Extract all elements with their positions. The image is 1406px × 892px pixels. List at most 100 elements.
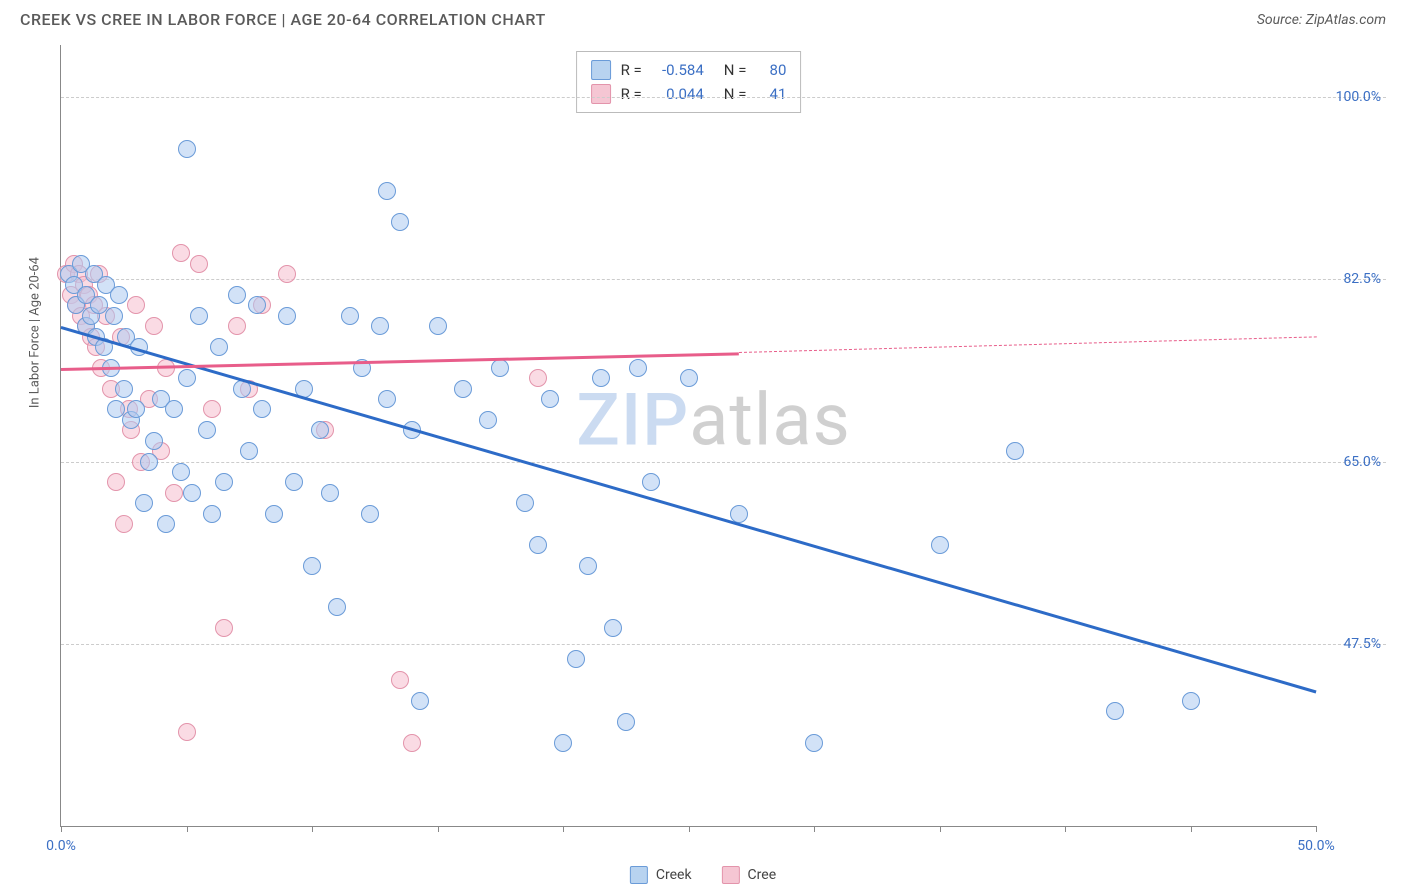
scatter-point — [604, 619, 622, 637]
x-tick — [438, 826, 439, 832]
scatter-point — [107, 473, 125, 491]
scatter-point — [411, 692, 429, 710]
scatter-point — [165, 484, 183, 502]
stats-n-label: N = — [724, 58, 747, 82]
scatter-point — [105, 307, 123, 325]
scatter-point — [391, 213, 409, 231]
scatter-point — [190, 307, 208, 325]
scatter-point — [361, 505, 379, 523]
scatter-point — [145, 317, 163, 335]
scatter-point — [253, 400, 271, 418]
scatter-point — [140, 453, 158, 471]
stats-n-value: 80 — [756, 58, 786, 82]
plot-area: ZIPatlas R =-0.584N =80R =0.044N =41 47.… — [60, 45, 1316, 827]
scatter-point — [321, 484, 339, 502]
scatter-point — [1182, 692, 1200, 710]
gridline-h — [61, 462, 1386, 463]
scatter-point — [278, 307, 296, 325]
stats-r-label: R = — [621, 58, 642, 82]
chart-container: In Labor Force | Age 20-64 ZIPatlas R =-… — [40, 45, 1386, 847]
x-tick — [187, 826, 188, 832]
scatter-point — [190, 255, 208, 273]
legend-item: Cree — [722, 866, 777, 884]
scatter-point — [479, 411, 497, 429]
scatter-point — [328, 598, 346, 616]
legend-swatch — [722, 866, 740, 884]
scatter-point — [529, 369, 547, 387]
legend-bottom: Creek Cree — [630, 866, 776, 884]
scatter-point — [642, 473, 660, 491]
gridline-h — [61, 97, 1386, 98]
scatter-point — [592, 369, 610, 387]
scatter-point — [311, 421, 329, 439]
scatter-point — [579, 557, 597, 575]
scatter-point — [127, 400, 145, 418]
gridline-h — [61, 644, 1386, 645]
chart-title: CREEK VS CREE IN LABOR FORCE | AGE 20-64… — [20, 10, 546, 29]
scatter-point — [1106, 702, 1124, 720]
scatter-point — [203, 400, 221, 418]
y-tick-label: 65.0% — [1343, 454, 1381, 470]
scatter-point — [403, 734, 421, 752]
scatter-point — [172, 463, 190, 481]
scatter-point — [554, 734, 572, 752]
scatter-point — [429, 317, 447, 335]
stats-swatch — [591, 84, 611, 104]
x-tick — [312, 826, 313, 832]
scatter-point — [115, 515, 133, 533]
scatter-point — [1006, 442, 1024, 460]
scatter-point — [183, 484, 201, 502]
scatter-point — [378, 390, 396, 408]
scatter-point — [203, 505, 221, 523]
legend-item: Creek — [630, 866, 692, 884]
scatter-point — [805, 734, 823, 752]
legend-label: Creek — [656, 867, 692, 883]
scatter-point — [135, 494, 153, 512]
scatter-point — [303, 557, 321, 575]
scatter-point — [529, 536, 547, 554]
scatter-point — [371, 317, 389, 335]
scatter-point — [248, 296, 266, 314]
scatter-point — [228, 286, 246, 304]
scatter-point — [680, 369, 698, 387]
stats-r-label: R = — [621, 82, 642, 106]
stats-row: R = -0.584 N = 80 — [591, 58, 787, 82]
scatter-point — [215, 619, 233, 637]
scatter-point — [115, 380, 133, 398]
scatter-point — [617, 713, 635, 731]
chart-header: CREEK VS CREE IN LABOR FORCE | AGE 20-64… — [0, 0, 1406, 34]
scatter-point — [454, 380, 472, 398]
scatter-point — [110, 286, 128, 304]
scatter-point — [491, 359, 509, 377]
x-tick-label: 0.0% — [46, 838, 76, 854]
x-tick — [689, 826, 690, 832]
watermark: ZIPatlas — [576, 377, 850, 462]
watermark-zip: ZIP — [576, 377, 689, 462]
scatter-point — [215, 473, 233, 491]
scatter-point — [541, 390, 559, 408]
scatter-point — [127, 296, 145, 314]
gridline-h — [61, 279, 1386, 280]
scatter-point — [378, 182, 396, 200]
scatter-point — [278, 265, 296, 283]
scatter-point — [567, 650, 585, 668]
x-tick — [814, 826, 815, 832]
legend-label: Cree — [748, 867, 777, 883]
scatter-point — [516, 494, 534, 512]
x-tick-label: 50.0% — [1297, 838, 1335, 854]
stats-box: R =-0.584N =80R =0.044N =41 — [576, 51, 802, 113]
x-tick — [1065, 826, 1066, 832]
scatter-point — [157, 515, 175, 533]
scatter-point — [210, 338, 228, 356]
scatter-point — [178, 369, 196, 387]
scatter-point — [265, 505, 283, 523]
scatter-point — [391, 671, 409, 689]
x-tick — [1316, 826, 1317, 832]
stats-n-value: 41 — [756, 82, 786, 106]
scatter-point — [178, 723, 196, 741]
x-tick — [61, 826, 62, 832]
stats-r-value: -0.584 — [652, 58, 704, 82]
x-tick — [940, 826, 941, 832]
stats-n-label: N = — [724, 82, 747, 106]
trend-line — [739, 337, 1316, 354]
